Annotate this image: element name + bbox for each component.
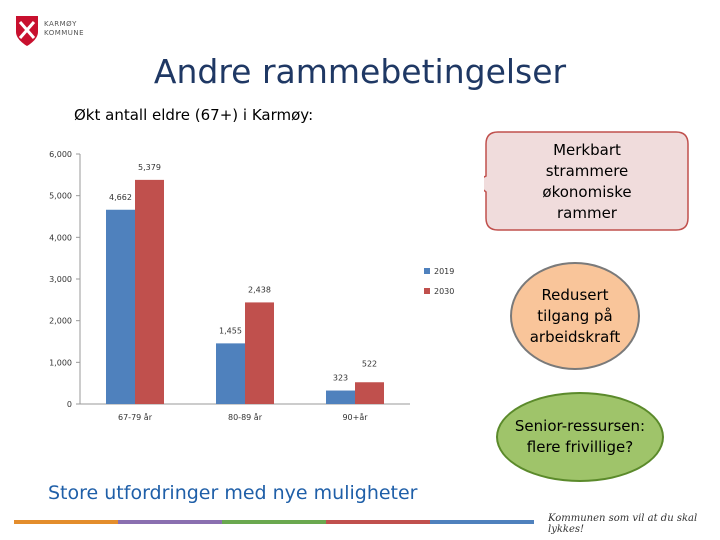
footer-slogan: Kommunen som vil at du skal lykkes! bbox=[548, 513, 698, 535]
bar-2030-0 bbox=[135, 179, 164, 404]
callout-workforce: Redusert tilgang på arbeidskraft bbox=[510, 262, 640, 370]
callout-workforce-text: Redusert tilgang på arbeidskraft bbox=[529, 285, 621, 346]
bar-2019-0 bbox=[106, 209, 135, 404]
logo-text: KARMØY KOMMUNE bbox=[44, 20, 84, 38]
bar-2019-2 bbox=[326, 390, 355, 404]
karmoy-logo: KARMØY KOMMUNE bbox=[14, 14, 104, 48]
x-tick-label: 90+år bbox=[342, 412, 368, 422]
data-label: 5,379 bbox=[138, 163, 161, 172]
y-tick-label: 3,000 bbox=[49, 275, 72, 284]
bottom-headline: Store utfordringer med nye muligheter bbox=[48, 482, 418, 504]
callout-economy: Merkbart strammere økonomiske rammer bbox=[484, 130, 690, 234]
logo-line2: KOMMUNE bbox=[44, 29, 85, 37]
callout-shape bbox=[484, 131, 689, 231]
legend-label: 2030 bbox=[434, 287, 454, 296]
y-tick-label: 2,000 bbox=[49, 317, 72, 326]
bar-chart: 0 1,000 2,000 3,000 4,000 5,000 6,000 4,662 5,37… bbox=[49, 150, 454, 422]
y-tick-label: 0 bbox=[67, 400, 72, 409]
chart-subtitle: Økt antall eldre (67+) i Karmøy: bbox=[74, 106, 314, 124]
data-label: 4,662 bbox=[109, 193, 132, 202]
logo-line1: KARMØY bbox=[44, 20, 77, 28]
y-tick-label: 1,000 bbox=[49, 358, 72, 367]
data-label: 323 bbox=[333, 374, 348, 383]
bar-2019-1 bbox=[216, 343, 245, 404]
bar-2030-1 bbox=[245, 302, 274, 404]
bar-2030-2 bbox=[355, 382, 384, 404]
legend-swatch-2019 bbox=[424, 268, 430, 274]
y-tick-label: 4,000 bbox=[49, 233, 72, 242]
coat-of-arms-icon bbox=[16, 16, 38, 46]
callout-economy-text: Merkbart strammere økonomiske rammer bbox=[542, 141, 632, 222]
x-tick-label: 67-79 år bbox=[118, 412, 153, 422]
x-tick-label: 80-89 år bbox=[228, 412, 263, 422]
page-title: Andre rammebetingelser bbox=[153, 52, 567, 91]
data-label: 522 bbox=[362, 359, 377, 368]
legend-label: 2019 bbox=[434, 267, 454, 276]
callout-senior-text: Senior-ressursen: flere frivillige? bbox=[514, 417, 646, 456]
data-label: 2,438 bbox=[248, 285, 271, 294]
data-label: 1,455 bbox=[219, 326, 242, 335]
legend-swatch-2030 bbox=[424, 288, 430, 294]
callout-senior: Senior-ressursen: flere frivillige? bbox=[496, 392, 664, 482]
footer-stripe bbox=[14, 520, 534, 524]
y-tick-label: 6,000 bbox=[49, 150, 72, 159]
y-tick-label: 5,000 bbox=[49, 192, 72, 201]
